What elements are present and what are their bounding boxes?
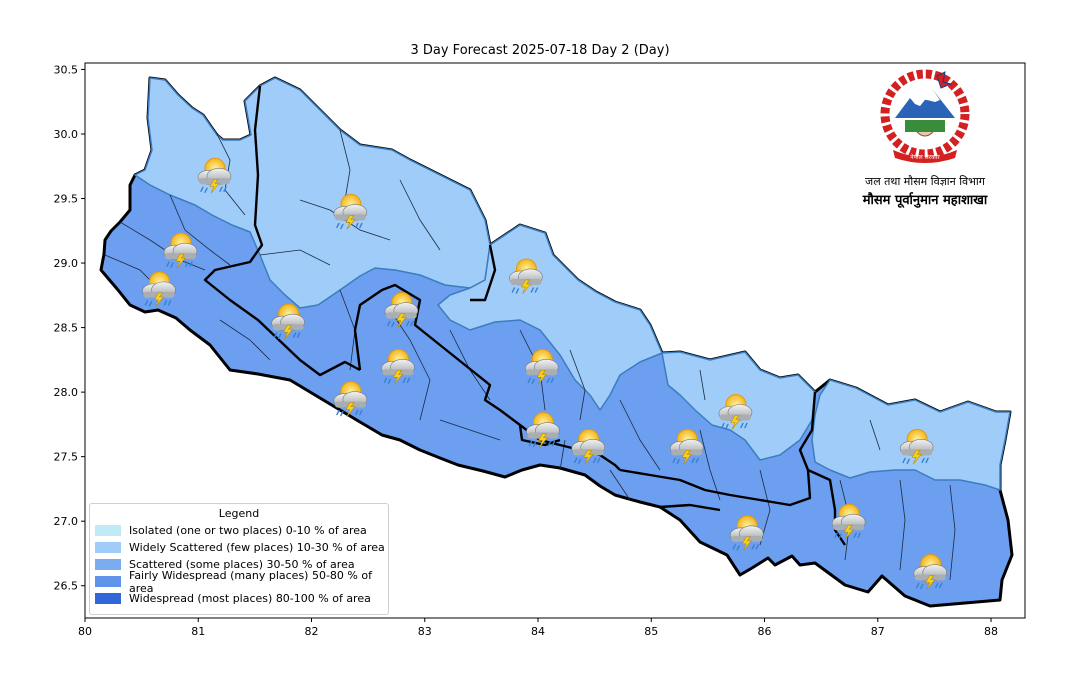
thunderstorm-rain-icon [381,348,415,385]
legend-item-widely-scattered: Widely Scattered (few places) 10-30 % of… [90,539,388,556]
department-name: जल तथा मौसम विज्ञान विभाग [865,175,985,188]
legend-label: Fairly Widespread (many places) 50-80 % … [129,568,372,595]
emblem-text: नेपाल सरकार [910,153,940,161]
dhm-logo: नेपाल सरकार जल तथा मौसम विज्ञान विभाग मौ… [840,68,1010,208]
thunderstorm-rain-icon [384,292,419,328]
y-tick-label: 26.5 [54,580,79,593]
thunderstorm-rain-icon [333,193,368,230]
y-tick-label: 27.5 [54,451,79,464]
thunderstorm-rain-icon [571,428,606,465]
legend-swatch [95,542,121,553]
x-tick-label: 85 [644,625,658,638]
y-tick-label: 29.0 [54,257,79,270]
legend-item-widespread: Widespread (most places) 80-100 % of are… [90,590,388,607]
thunderstorm-rain-icon [142,271,176,308]
thunderstorm-rain-icon [163,232,198,269]
legend-item-isolated: Isolated (one or two places) 0-10 % of a… [90,522,388,539]
government-emblem: नेपाल सरकार [880,69,970,163]
division-name: मौसम पूर्वानुमान महाशाखा [862,193,988,208]
plot-frame [84,62,1026,619]
x-tick-label: 87 [871,625,885,638]
x-tick-label: 86 [758,625,772,638]
legend-swatch [95,559,121,570]
thunderstorm-rain-icon [526,412,560,448]
x-tick-label: 84 [531,625,545,638]
x-tick-label: 80 [78,625,92,638]
province-boundaries [203,85,846,546]
legend-title: Legend [218,507,260,520]
legend-label: Scattered (some places) 30-50 % of area [129,558,355,571]
thunderstorm-rain-icon [729,515,764,552]
thunderstorm-rain-icon [831,503,866,540]
legend-swatch [95,525,121,536]
thunderstorm-rain-icon [509,258,543,295]
thunderstorm-rain-icon [524,348,559,385]
y-tick-label: 30.5 [54,63,79,76]
legend-label: Widespread (most places) 80-100 % of are… [129,592,371,605]
thunderstorm-rain-icon [669,428,704,465]
y-tick-label: 28.5 [54,322,79,335]
legend-item-scattered: Scattered (some places) 30-50 % of area [90,556,388,573]
thunderstorm-rain-icon [718,393,753,430]
x-tick-label: 88 [984,625,998,638]
x-tick-label: 82 [305,625,319,638]
thunderstorm-rain-icon [197,157,232,194]
thunderstorm-rain-icon [271,303,305,340]
thunderstorm-rain-icon [913,554,948,590]
thunderstorm-rain-icon [899,428,934,465]
y-tick-label: 28.0 [54,386,79,399]
y-tick-label: 27.0 [54,515,79,528]
x-tick-label: 83 [418,625,432,638]
map-title: 3 Day Forecast 2025-07-18 Day 2 (Day) [410,43,670,58]
legend-label: Widely Scattered (few places) 10-30 % of… [129,541,385,554]
legend-item-fairly-widespread: Fairly Widespread (many places) 50-80 % … [90,569,388,595]
y-tick-label: 29.5 [54,193,79,206]
map-legend: Legend Isolated (one or two places) 0-10… [89,503,389,615]
legend-swatch [95,576,121,587]
legend-swatch [95,593,121,604]
y-tick-label: 30.0 [54,128,79,141]
legend-label: Isolated (one or two places) 0-10 % of a… [129,524,367,537]
x-tick-label: 81 [191,625,205,638]
thunderstorm-rain-icon [333,381,368,417]
